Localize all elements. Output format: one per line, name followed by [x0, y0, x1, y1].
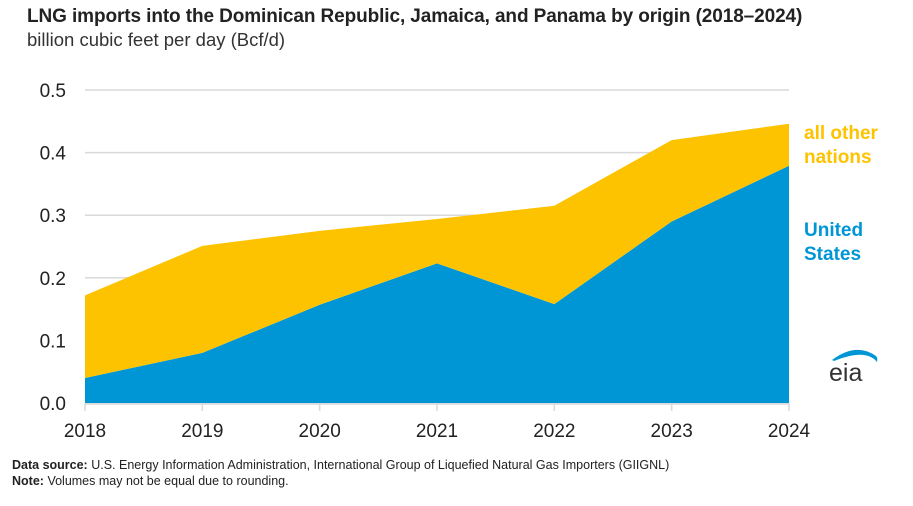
series-label: all other	[804, 123, 879, 144]
y-tick-label: 0.4	[40, 144, 67, 165]
x-tick-label: 2021	[416, 421, 458, 442]
x-tick-label: 2023	[651, 421, 693, 442]
area-series	[85, 123, 789, 403]
data-source: Data source: U.S. Energy Information Adm…	[12, 458, 669, 472]
x-tick-label: 2024	[768, 421, 811, 442]
y-tick-label: 0.0	[40, 394, 66, 415]
source-label: Data source:	[12, 458, 88, 472]
y-axis-ticks: 0.0 0.1 0.2 0.3 0.4 0.5	[40, 81, 67, 415]
note: Note: Volumes may not be equal due to ro…	[12, 474, 289, 488]
y-tick-label: 0.1	[40, 331, 66, 352]
area-all-other-nations	[85, 123, 789, 378]
area-united-states	[85, 165, 789, 403]
note-label: Note:	[12, 474, 44, 488]
logo-arc	[832, 349, 878, 362]
note-text: Volumes may not be equal due to rounding…	[47, 474, 289, 488]
x-tick-label: 2022	[533, 421, 575, 442]
eia-logo-icon: eia	[826, 344, 882, 387]
chart-title: LNG imports into the Dominican Republic,…	[27, 6, 803, 27]
series-labels: United States all other nations	[804, 123, 879, 265]
y-tick-label: 0.3	[40, 206, 66, 227]
x-tick-label: 2018	[64, 421, 106, 442]
source-text: U.S. Energy Information Administration, …	[91, 458, 670, 472]
series-label: United	[804, 220, 863, 241]
y-tick-label: 0.5	[40, 81, 66, 102]
y-tick-label: 0.2	[40, 269, 66, 290]
x-tick-label: 2019	[181, 421, 223, 442]
logo-text: eia	[829, 359, 862, 384]
series-label: nations	[804, 147, 872, 168]
x-axis-ticks: 2018 2019 2020 2021 2022 2023 2024	[64, 403, 811, 442]
chart-subtitle: billion cubic feet per day (Bcf/d)	[27, 29, 286, 50]
series-label: States	[804, 244, 861, 265]
x-tick-label: 2020	[299, 421, 341, 442]
